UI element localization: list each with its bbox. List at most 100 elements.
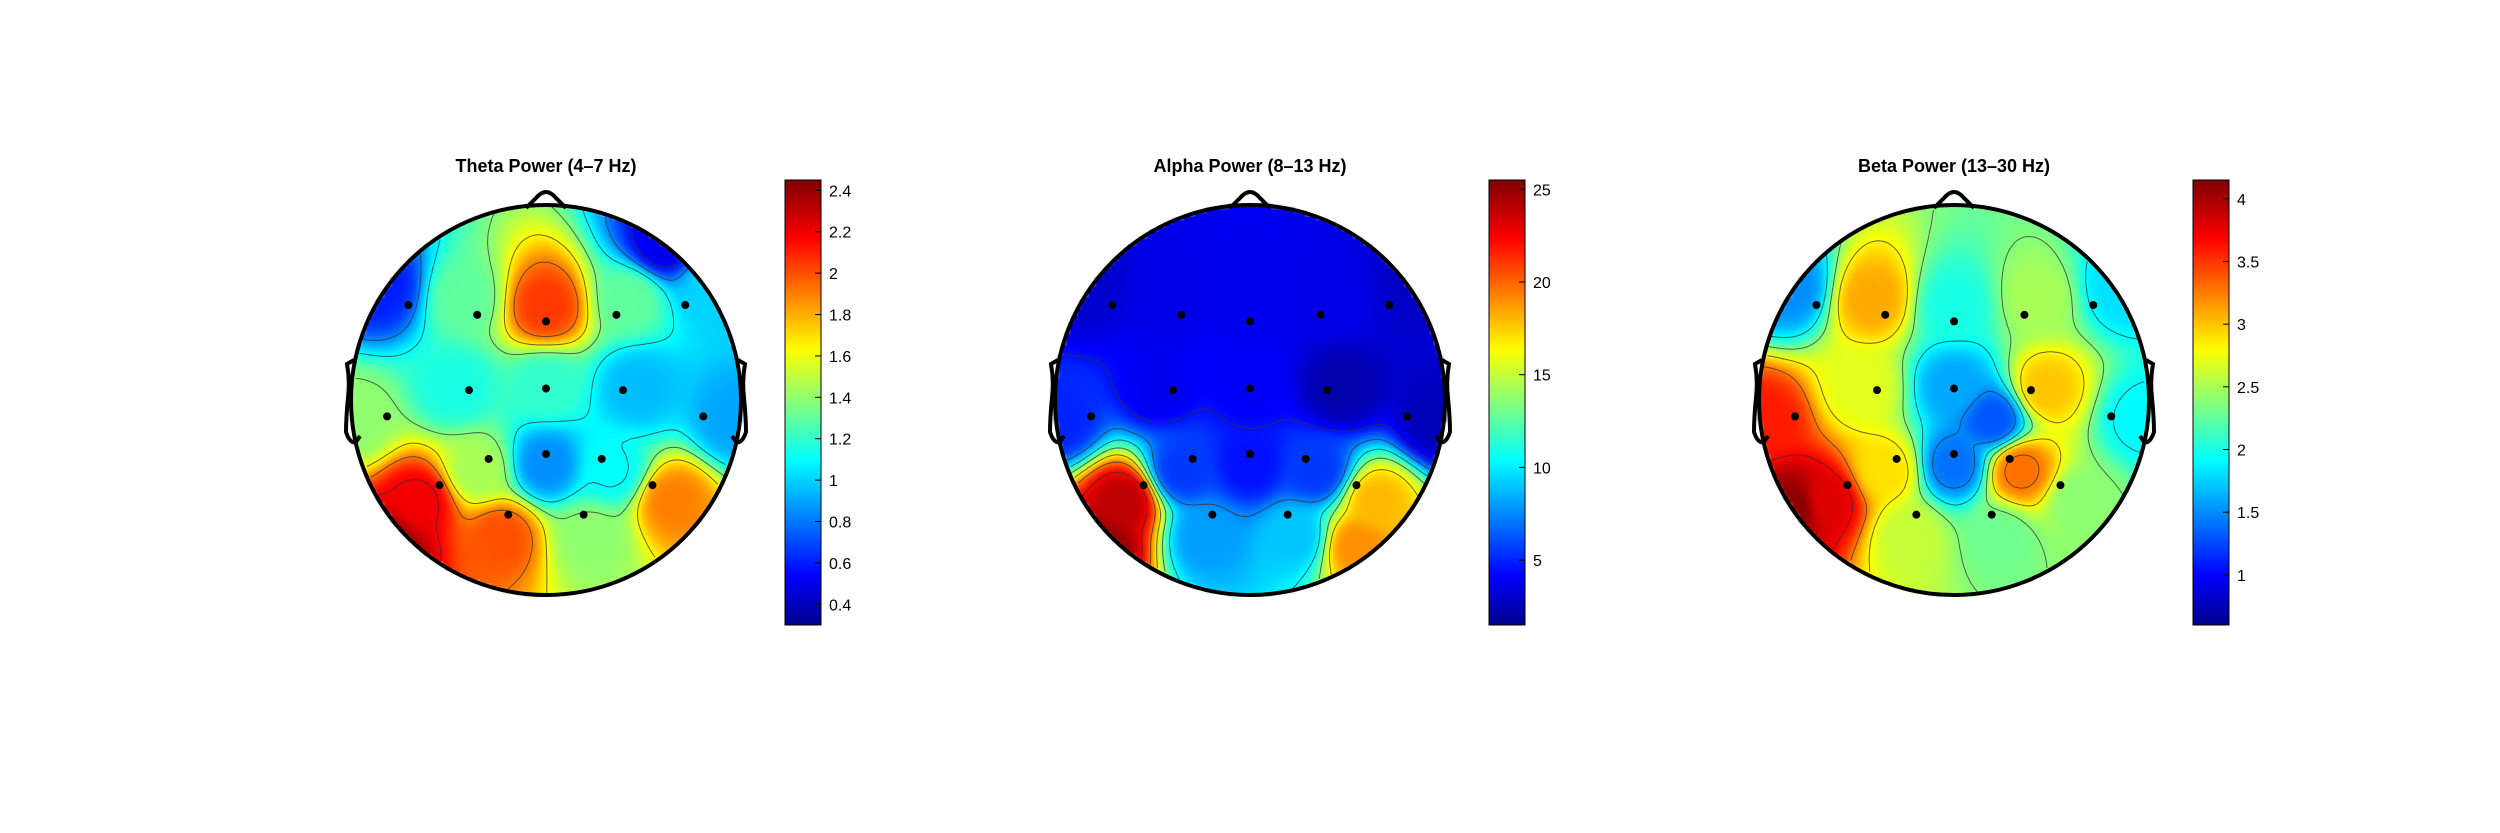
electrode-dot [1950, 450, 1958, 459]
electrode-dot [579, 510, 588, 519]
colorbar-tick-label: 3 [2237, 317, 2246, 334]
colorbar-tick-label: 3.5 [2237, 254, 2259, 271]
head-circle [1757, 203, 2151, 597]
electrode-dot [1208, 510, 1217, 519]
panel-beta: Beta Power (13–30 Hz) 11.522.533.54 [1714, 156, 2259, 640]
nose-icon [1228, 190, 1272, 210]
colorbar-tick-label: 1.2 [829, 432, 851, 449]
electrode-dot [1246, 317, 1254, 326]
electrode-dot [612, 310, 621, 319]
topomap-heatmap [306, 160, 786, 640]
electrode-dot [1316, 310, 1325, 319]
electrode-dot [1791, 412, 1800, 421]
colorbar-tick-label: 0.4 [829, 597, 851, 614]
electrode-dot [383, 412, 392, 421]
colorbar-tick-label: 1.8 [829, 308, 851, 325]
left-ear-icon [343, 358, 362, 445]
electrode-dot [597, 454, 606, 463]
electrode-dot [2089, 300, 2098, 309]
colorbar-tick-label: 1.5 [2237, 505, 2259, 522]
electrode-dot [1301, 454, 1310, 463]
colorbar-ticks: 5 10 15 20 25 [1519, 182, 1551, 570]
topomap-heatmap [1714, 160, 2194, 640]
electrode-dot [2056, 481, 2065, 490]
electrode-dot [1177, 310, 1186, 319]
nose-icon [1932, 190, 1976, 210]
electrode-dot [699, 412, 708, 421]
head-circle [349, 203, 743, 597]
electrode-dot [1087, 412, 1096, 421]
electrode-dot [618, 386, 627, 395]
contour-path [1063, 352, 1434, 590]
electrode-dot [1912, 510, 1921, 519]
contour-path [355, 205, 726, 594]
electrode-dot [1352, 481, 1361, 490]
colorbar-frame [1488, 179, 1526, 626]
electrode-dot [1950, 384, 1958, 393]
colorbar-tick-label: 10 [1533, 460, 1551, 477]
electrode-dot [1950, 317, 1958, 326]
electrode-dot [1283, 510, 1292, 519]
colorbar-tick-label: 1.6 [829, 349, 851, 366]
head-circle [1053, 203, 1447, 597]
electrode-dot [1246, 450, 1254, 459]
colorbar-tick-label: 1.4 [829, 390, 851, 407]
colorbar-ticks: 0.4 0.6 0.8 1 1.2 1.4 1.6 1.8 2 2.2 2.4 [815, 183, 851, 614]
colorbar-tick-label: 1 [829, 473, 838, 490]
electrode-markers [1791, 300, 2116, 519]
electrode-dot [473, 310, 482, 319]
electrode-dot [1246, 384, 1254, 393]
electrode-dot [648, 481, 657, 490]
electrode-dot [1322, 386, 1331, 395]
colorbar-tick-label: 0.8 [829, 515, 851, 532]
colorbar [2193, 180, 2229, 625]
colorbar [1489, 180, 1525, 625]
colorbar-tick-label: 2.2 [829, 225, 851, 242]
colorbar-tick-label: 20 [1533, 275, 1551, 292]
electrode-dot [1987, 510, 1996, 519]
colorbar-frame [2192, 179, 2230, 626]
electrode-dot [2020, 310, 2029, 319]
electrode-dot [404, 300, 413, 309]
contour-path [1763, 209, 2145, 593]
colorbar-tick-label: 15 [1533, 368, 1551, 385]
left-ear-icon [1047, 358, 1066, 445]
colorbar-tick-label: 0.6 [829, 556, 851, 573]
electrode-dot [465, 386, 474, 395]
electrode-dot [1873, 386, 1882, 395]
colorbar-tick-label: 4 [2237, 192, 2246, 209]
head-outline [1751, 190, 2157, 597]
right-ear-icon [1434, 358, 1453, 445]
electrode-dot [1169, 386, 1178, 395]
electrode-dot [1139, 481, 1148, 490]
contour-lines [1763, 209, 2145, 593]
electrode-dot [681, 300, 690, 309]
electrode-dot [484, 454, 493, 463]
colorbar-tick-label: 1 [2237, 568, 2246, 585]
colorbar-tick-label: 5 [1533, 553, 1542, 570]
electrode-dot [2107, 412, 2116, 421]
electrode-dot [1892, 454, 1901, 463]
colorbar-tick-label: 2.5 [2237, 380, 2259, 397]
electrode-dot [1108, 300, 1117, 309]
colorbar-tick-label: 2 [829, 266, 838, 283]
electrode-dot [2005, 454, 2014, 463]
electrode-markers [1087, 300, 1412, 519]
electrode-dot [1188, 454, 1197, 463]
right-ear-icon [730, 358, 749, 445]
panel-theta: Theta Power (4–7 Hz) 0.40.60.811.21.41.6… [306, 156, 851, 640]
contour-lines [355, 205, 726, 594]
electrode-dot [542, 384, 550, 393]
left-ear-icon [1751, 358, 1770, 445]
electrode-dot [1881, 310, 1890, 319]
electrode-dot [1385, 300, 1394, 309]
topomap-heatmap [1010, 160, 1490, 640]
electrode-dot [542, 317, 550, 326]
right-ear-icon [2138, 358, 2157, 445]
colorbar [785, 180, 821, 625]
contour-lines [1063, 352, 1434, 590]
colorbar-tick-label: 2 [2237, 443, 2246, 460]
colorbar-tick-label: 25 [1533, 182, 1551, 199]
nose-icon [524, 190, 568, 210]
